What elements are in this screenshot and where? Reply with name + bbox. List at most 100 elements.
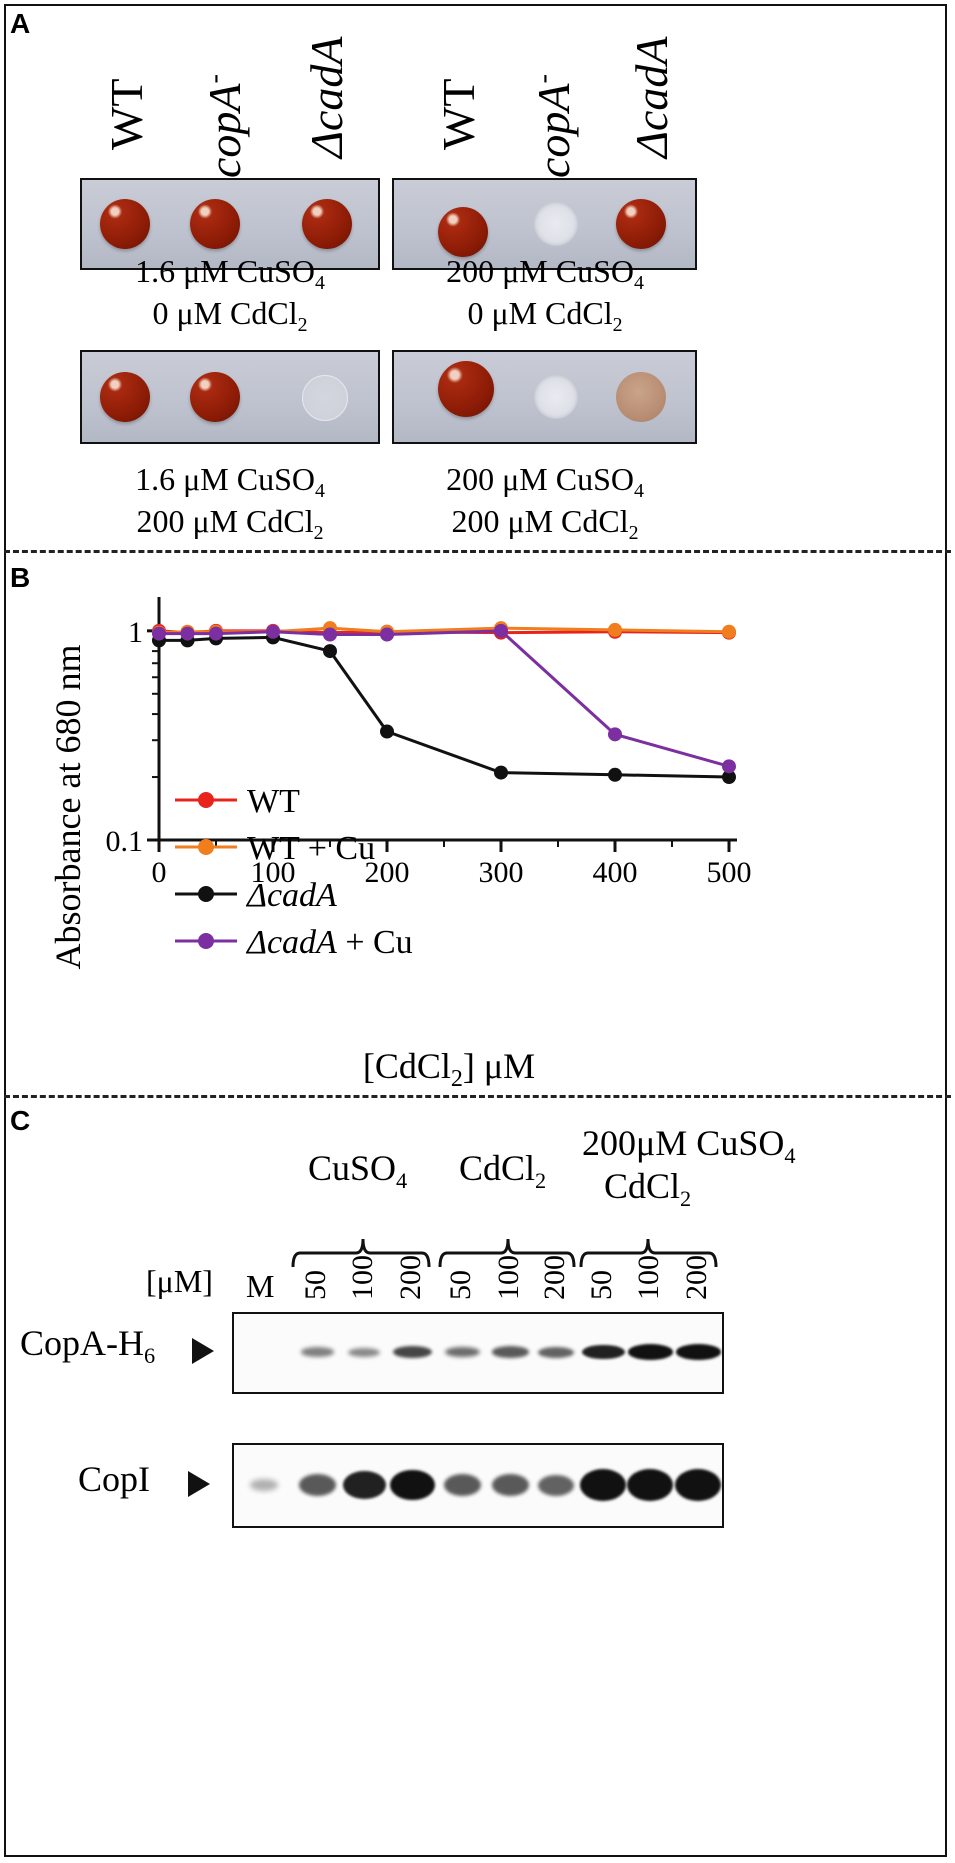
condition-high-cu-no-cd: 200 μM CuSO4 0 μM CdCl2: [446, 253, 644, 336]
strain-label-wt-left: WT: [101, 78, 152, 150]
strain-label-copa-right: copA-: [527, 73, 579, 178]
arrow-copa-h6: [192, 1338, 214, 1364]
lane-label: 200: [394, 1255, 427, 1300]
separator-b-c: [4, 1095, 951, 1098]
blot-band: [300, 1347, 334, 1357]
x-tick-label: 100: [251, 856, 296, 889]
colony-spot: [302, 375, 348, 421]
x-tick-label: 0: [152, 856, 167, 889]
data-point: [380, 627, 394, 642]
blot-label-copi: CopI: [78, 1459, 150, 1499]
group-label-cuso4: CuSO4: [308, 1148, 408, 1193]
data-point: [209, 626, 223, 641]
blot-band: [443, 1473, 481, 1497]
x-tick-label: 200: [365, 856, 410, 889]
lane-label: 200: [538, 1255, 571, 1300]
blot-band: [675, 1469, 721, 1501]
condition-low-cu-no-cd: 1.6 μM CuSO4 0 μM CdCl2: [135, 253, 325, 336]
blot-band: [581, 1344, 625, 1360]
data-point: [722, 624, 736, 639]
colony-spot: [534, 202, 578, 246]
strain-label-copa-left: copA-: [198, 73, 250, 178]
blot-band: [342, 1470, 386, 1500]
x-tick-label: 500: [707, 856, 752, 889]
y-tick-label: 1: [128, 616, 143, 649]
colony-spot: [190, 372, 240, 422]
colony-spot: [190, 199, 240, 249]
blot-band: [627, 1344, 673, 1360]
lane-label: 100: [492, 1255, 525, 1300]
y-tick-label: 0.1: [106, 825, 144, 858]
legend-label: WT: [247, 783, 300, 820]
separator-a-b: [4, 550, 951, 553]
lane-label: 100: [632, 1255, 665, 1300]
plate-low-cu-no-cd: [80, 178, 380, 270]
lane-label: 200: [680, 1255, 713, 1300]
legend-label: WT + Cu: [247, 830, 375, 867]
blot-band: [348, 1347, 380, 1357]
legend-swatch-marker: [198, 839, 214, 855]
strain-label-wt-right: WT: [433, 78, 484, 150]
legend-label: ΔcadA + Cu: [245, 924, 413, 961]
panel-label-b: B: [10, 562, 31, 593]
plate-high-cu-high-cd: [392, 350, 697, 444]
bracket-cuso4: [291, 1238, 431, 1268]
condition-high-cu-high-cd: 200 μM CuSO4 200 μM CdCl2: [446, 461, 644, 544]
blot-copa-h6: [232, 1312, 724, 1394]
data-point: [152, 626, 166, 641]
x-tick-label: 300: [479, 856, 524, 889]
data-point: [722, 770, 736, 785]
blot-band: [444, 1346, 480, 1358]
x-tick-label: 400: [593, 856, 638, 889]
data-point: [494, 765, 508, 780]
series-2: [152, 630, 736, 785]
x-axis-label: [CdCl2] μM: [363, 1046, 535, 1092]
legend-swatch-marker: [198, 886, 214, 902]
group-label-combo-top: 200μM CuSO4: [582, 1123, 796, 1168]
data-point: [380, 724, 394, 739]
plate-low-cu-high-cd: [80, 350, 380, 444]
data-point: [266, 624, 280, 639]
colony-spot: [100, 372, 150, 422]
colony-spot: [616, 199, 666, 249]
colony-spot: [438, 207, 488, 257]
blot-band: [491, 1473, 529, 1497]
data-point: [608, 767, 622, 782]
marker-lane-label: M: [246, 1268, 275, 1304]
legend-swatch-marker: [198, 792, 214, 808]
group-brackets: [291, 1238, 718, 1268]
blot-band: [389, 1469, 435, 1501]
colony-spot: [438, 361, 494, 417]
lane-label: 100: [346, 1255, 379, 1300]
group-label-cdcl2: CdCl2: [459, 1148, 547, 1193]
group-label-combo-bottom: CdCl2: [604, 1166, 692, 1211]
arrow-copi: [188, 1471, 210, 1497]
blot-copi: [232, 1443, 724, 1528]
series-line: [159, 629, 730, 768]
lane-label: 50: [299, 1270, 332, 1300]
lane-label: 50: [444, 1270, 477, 1300]
legend-label: ΔcadA: [245, 877, 337, 914]
figure-frame: [4, 4, 947, 1857]
condition-low-cu-high-cd: 1.6 μM CuSO4 200 μM CdCl2: [135, 461, 325, 544]
data-point: [608, 622, 622, 637]
colony-spot: [302, 199, 352, 249]
colony-spot: [616, 372, 666, 422]
data-point: [323, 644, 337, 659]
colony-spot: [100, 199, 150, 249]
data-point: [323, 627, 337, 642]
data-point: [494, 623, 508, 638]
lane-label: 50: [585, 1270, 618, 1300]
blot-band: [298, 1473, 336, 1497]
absorbance-chart: 1 0.10 100 200 300 400 500 WT WT + Cu ΔcadA ΔcadA…: [48, 597, 752, 1092]
legend-swatch-marker: [198, 933, 214, 949]
strain-label-cada-left: ΔcadA: [301, 36, 352, 158]
series-3: [152, 623, 736, 774]
panel-label-a: A: [10, 8, 31, 39]
blot-band: [538, 1474, 574, 1496]
blot-band: [627, 1469, 673, 1501]
strain-label-cada-right: ΔcadA: [626, 36, 677, 158]
bracket-combo: [579, 1238, 718, 1268]
blot-label-copa-h6: CopA-H6: [20, 1323, 156, 1368]
data-point: [180, 626, 195, 641]
